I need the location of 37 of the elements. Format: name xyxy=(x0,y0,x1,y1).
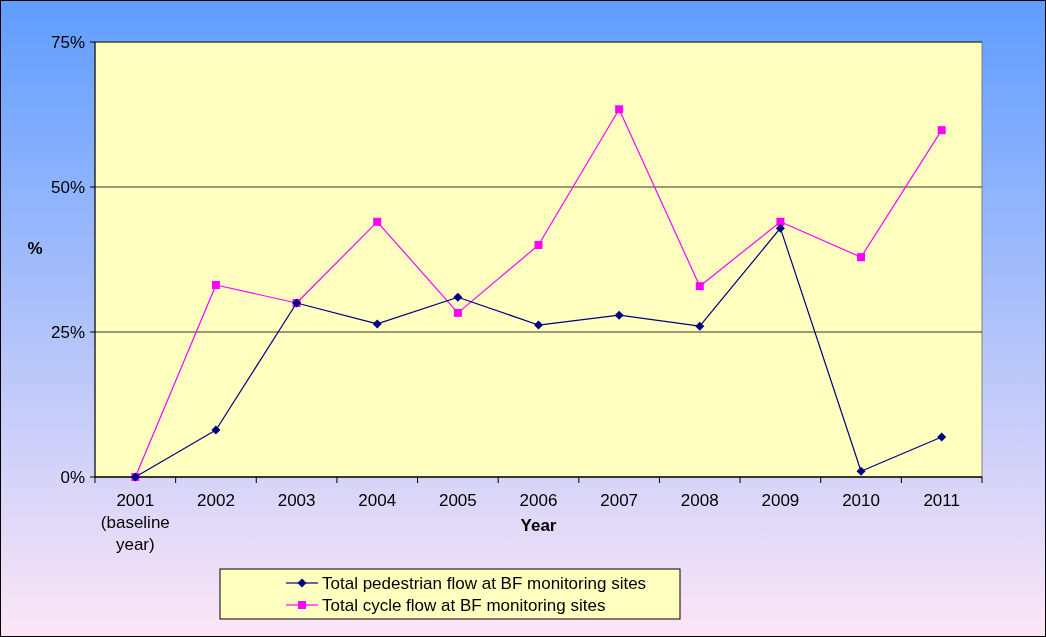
point xyxy=(373,217,382,226)
point xyxy=(534,241,543,249)
x-tick-label: 2005 xyxy=(438,491,477,510)
x-tick-label: 2008 xyxy=(680,491,719,510)
x-tick-label: 2001 (baseline year) xyxy=(100,491,170,554)
legend-label: Total cycle flow at BF monitoring sites xyxy=(322,595,606,615)
y-tick-label: 50% xyxy=(50,177,85,197)
point xyxy=(453,292,463,302)
point xyxy=(857,253,866,262)
point xyxy=(775,223,785,233)
y-tick-label: 75% xyxy=(50,32,85,52)
y-axis-title: % xyxy=(27,238,43,258)
x-tick-label: 2007 xyxy=(600,491,639,510)
x-tick-label: 2004 xyxy=(358,491,397,510)
point xyxy=(937,126,946,135)
x-tick-label: 2002 xyxy=(197,491,235,510)
point xyxy=(211,425,221,435)
point xyxy=(615,105,624,114)
point xyxy=(695,321,705,331)
point xyxy=(614,310,624,320)
x-tick-label: 2011 xyxy=(923,491,960,510)
x-tick-label: 2010 xyxy=(842,491,880,510)
x-tick-label: 2006 xyxy=(519,491,558,510)
point xyxy=(534,320,543,330)
x-axis-title: Year xyxy=(520,516,557,535)
point xyxy=(695,282,704,291)
y-tick-label: 25% xyxy=(50,322,85,342)
point xyxy=(372,319,382,329)
point xyxy=(856,466,866,476)
x-tick-label: 2003 xyxy=(277,491,316,510)
point xyxy=(937,432,947,442)
x-tick-label: 2009 xyxy=(761,491,800,510)
y-tick-label: 0% xyxy=(60,467,85,487)
point xyxy=(776,217,785,226)
point xyxy=(453,308,462,317)
point xyxy=(211,281,220,290)
legend-label: Total pedestrian flow at BF monitoring sites xyxy=(322,573,647,593)
